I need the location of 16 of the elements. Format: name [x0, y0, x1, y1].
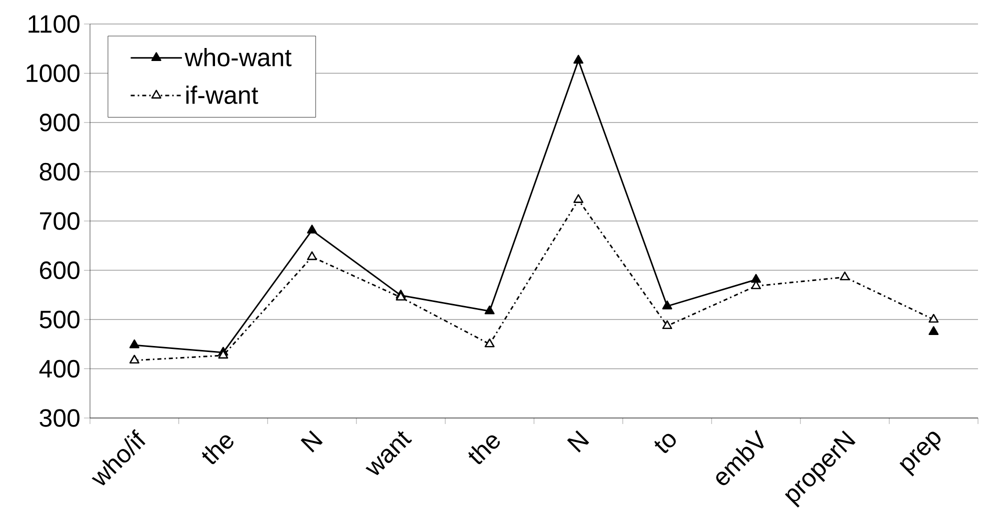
y-tick-label: 900 [40, 114, 80, 132]
y-tick-label: 400 [39, 360, 80, 378]
y-tick-label: 1000 [26, 64, 80, 82]
y-tick-label: 500 [40, 310, 80, 328]
y-tick-label: 800 [40, 162, 80, 181]
x-tick-label: to [654, 434, 676, 453]
x-tick-label: the [468, 435, 500, 464]
legend-label: if-want [186, 86, 258, 104]
x-tick-label: the [202, 435, 234, 464]
x-tick-label: N [300, 430, 323, 452]
y-tick-label: 600 [40, 261, 80, 280]
legend-label: who-want [184, 48, 292, 66]
x-tick-label: N [567, 430, 590, 452]
y-tick-label: 1100 [28, 15, 80, 33]
y-tick-label: 700 [40, 212, 80, 230]
y-tick-label: 300 [40, 409, 80, 427]
